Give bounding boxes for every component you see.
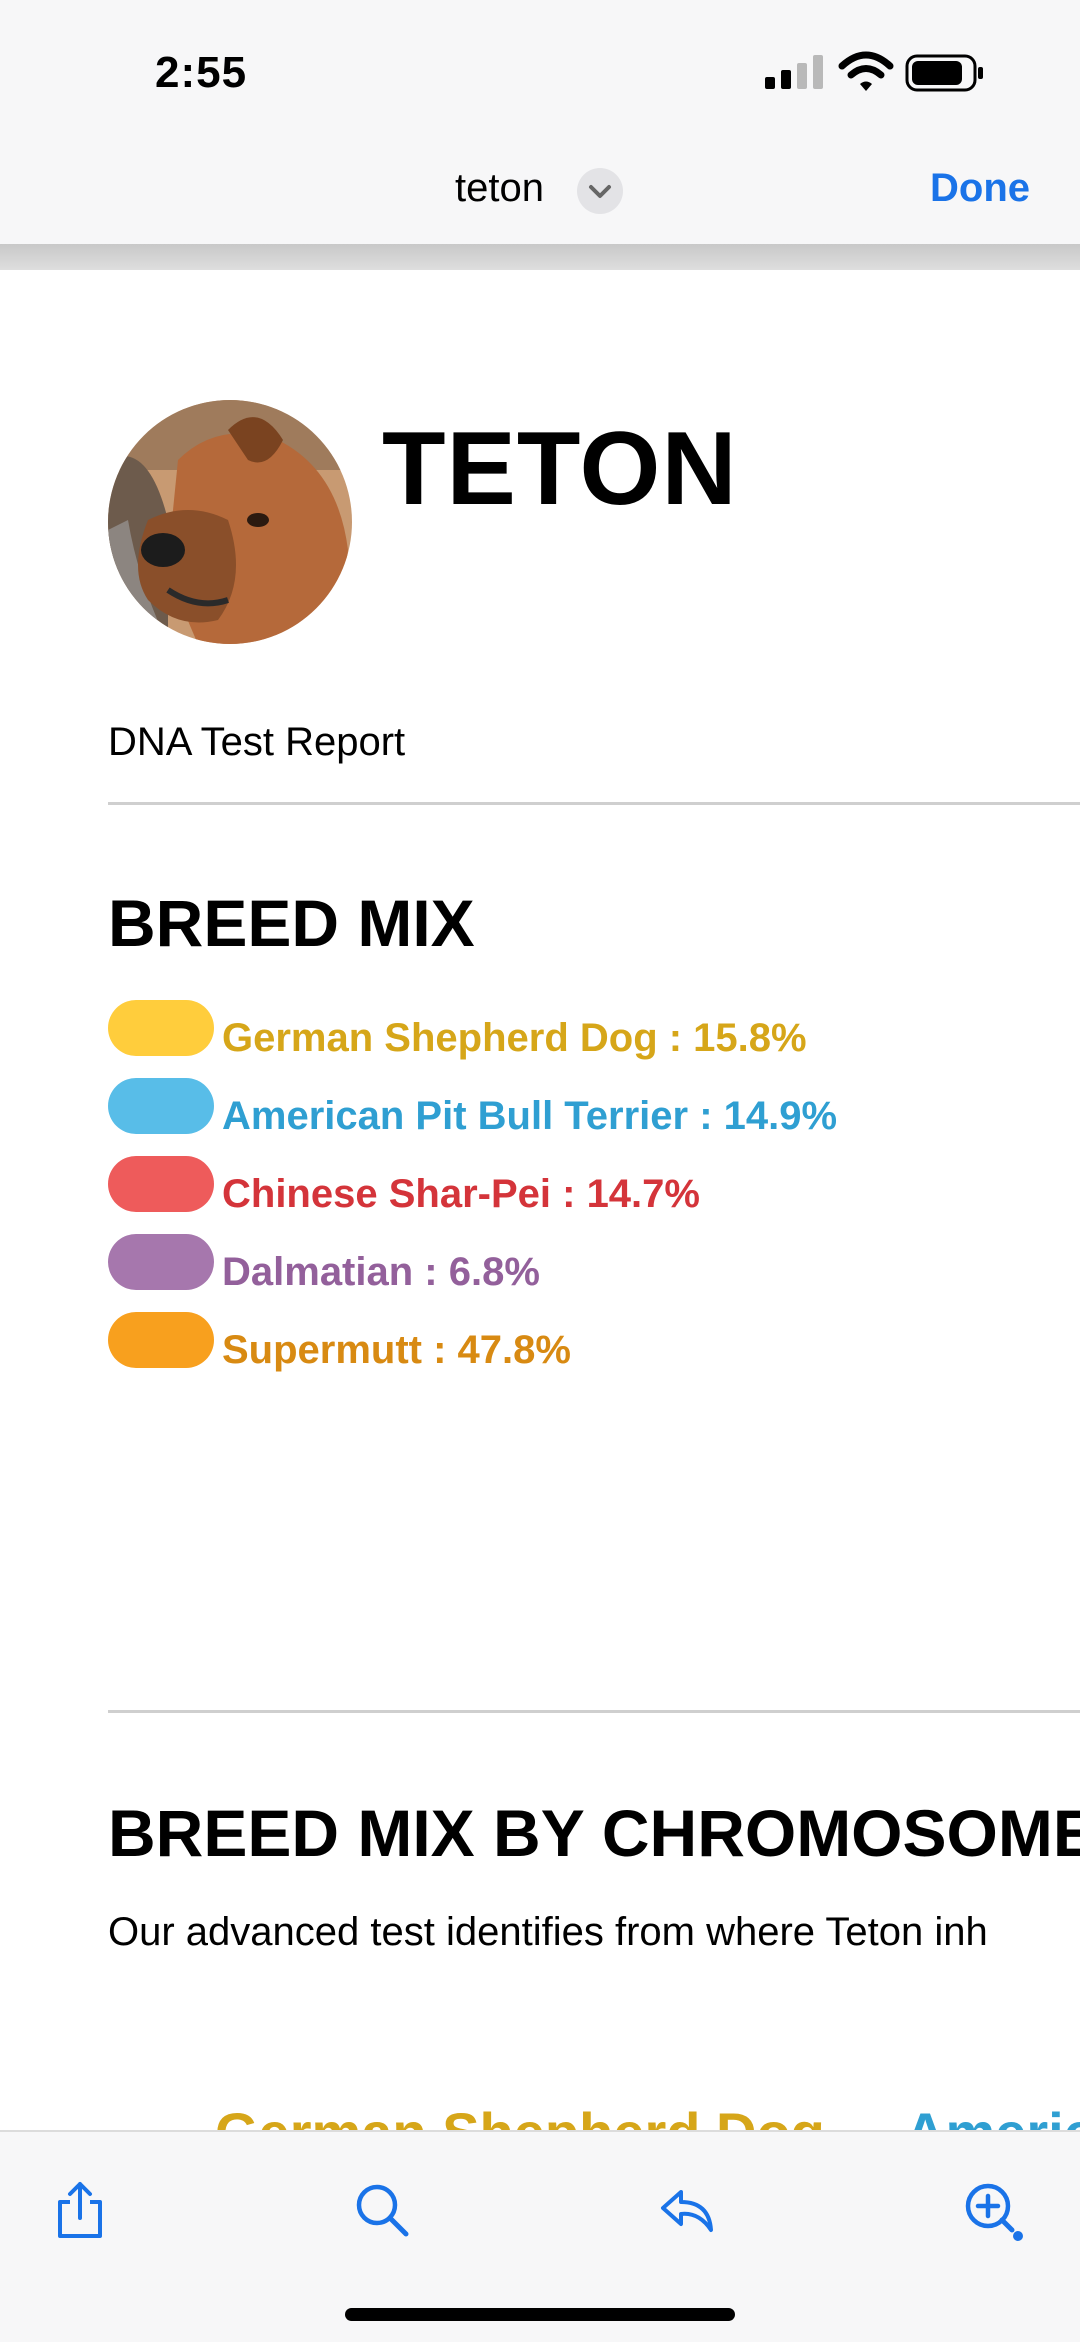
report-subtitle: DNA Test Report: [108, 720, 406, 764]
pdf-document[interactable]: TETON DNA Test Report BREED MIX German S…: [0, 270, 1080, 2130]
nav-divider: [0, 244, 1080, 270]
zoom-in-icon[interactable]: [960, 2178, 1024, 2242]
breed-label: German Shepherd Dog : 15.8%: [222, 1016, 807, 1060]
search-icon[interactable]: [350, 2178, 414, 2242]
chromosome-heading: BREED MIX BY CHROMOSOME: [108, 1796, 1080, 1870]
breed-color-pill: [108, 1000, 214, 1056]
done-button[interactable]: Done: [930, 166, 1030, 210]
document-title[interactable]: teton: [455, 166, 544, 210]
breed-color-pill: [108, 1234, 214, 1290]
wifi-icon: [838, 51, 894, 91]
battery-icon: [905, 54, 983, 92]
chromosome-legend-label: Americ: [905, 2100, 1080, 2130]
share-icon[interactable]: [48, 2178, 112, 2242]
dog-avatar: [108, 400, 352, 644]
navigation-bar: teton Done: [0, 140, 1080, 244]
breed-label: American Pit Bull Terrier : 14.9%: [222, 1094, 838, 1138]
chevron-down-icon: [589, 185, 611, 198]
breed-color-pill: [108, 1078, 214, 1134]
title-menu-button[interactable]: [577, 168, 623, 214]
breed-label: Chinese Shar-Pei : 14.7%: [222, 1172, 700, 1216]
home-indicator: [345, 2308, 735, 2321]
status-bar: 2:55: [0, 0, 1080, 140]
chromosome-legend-label: German Shepherd Dog: [215, 2100, 825, 2130]
status-time: 2:55: [155, 48, 248, 97]
chromosome-description: Our advanced test identifies from where …: [108, 1910, 988, 1954]
breed-color-pill: [108, 1312, 214, 1368]
breed-label: Dalmatian : 6.8%: [222, 1250, 540, 1294]
breed-label: Supermutt : 47.8%: [222, 1328, 571, 1372]
section-divider: [108, 802, 1080, 805]
signal-icon: [765, 55, 823, 89]
breed-mix-heading: BREED MIX: [108, 886, 475, 960]
bottom-toolbar: [0, 2130, 1080, 2342]
breed-color-pill: [108, 1156, 214, 1212]
reply-icon[interactable]: [655, 2178, 719, 2242]
section-divider: [108, 1710, 1080, 1713]
dog-name-heading: TETON: [382, 411, 738, 527]
